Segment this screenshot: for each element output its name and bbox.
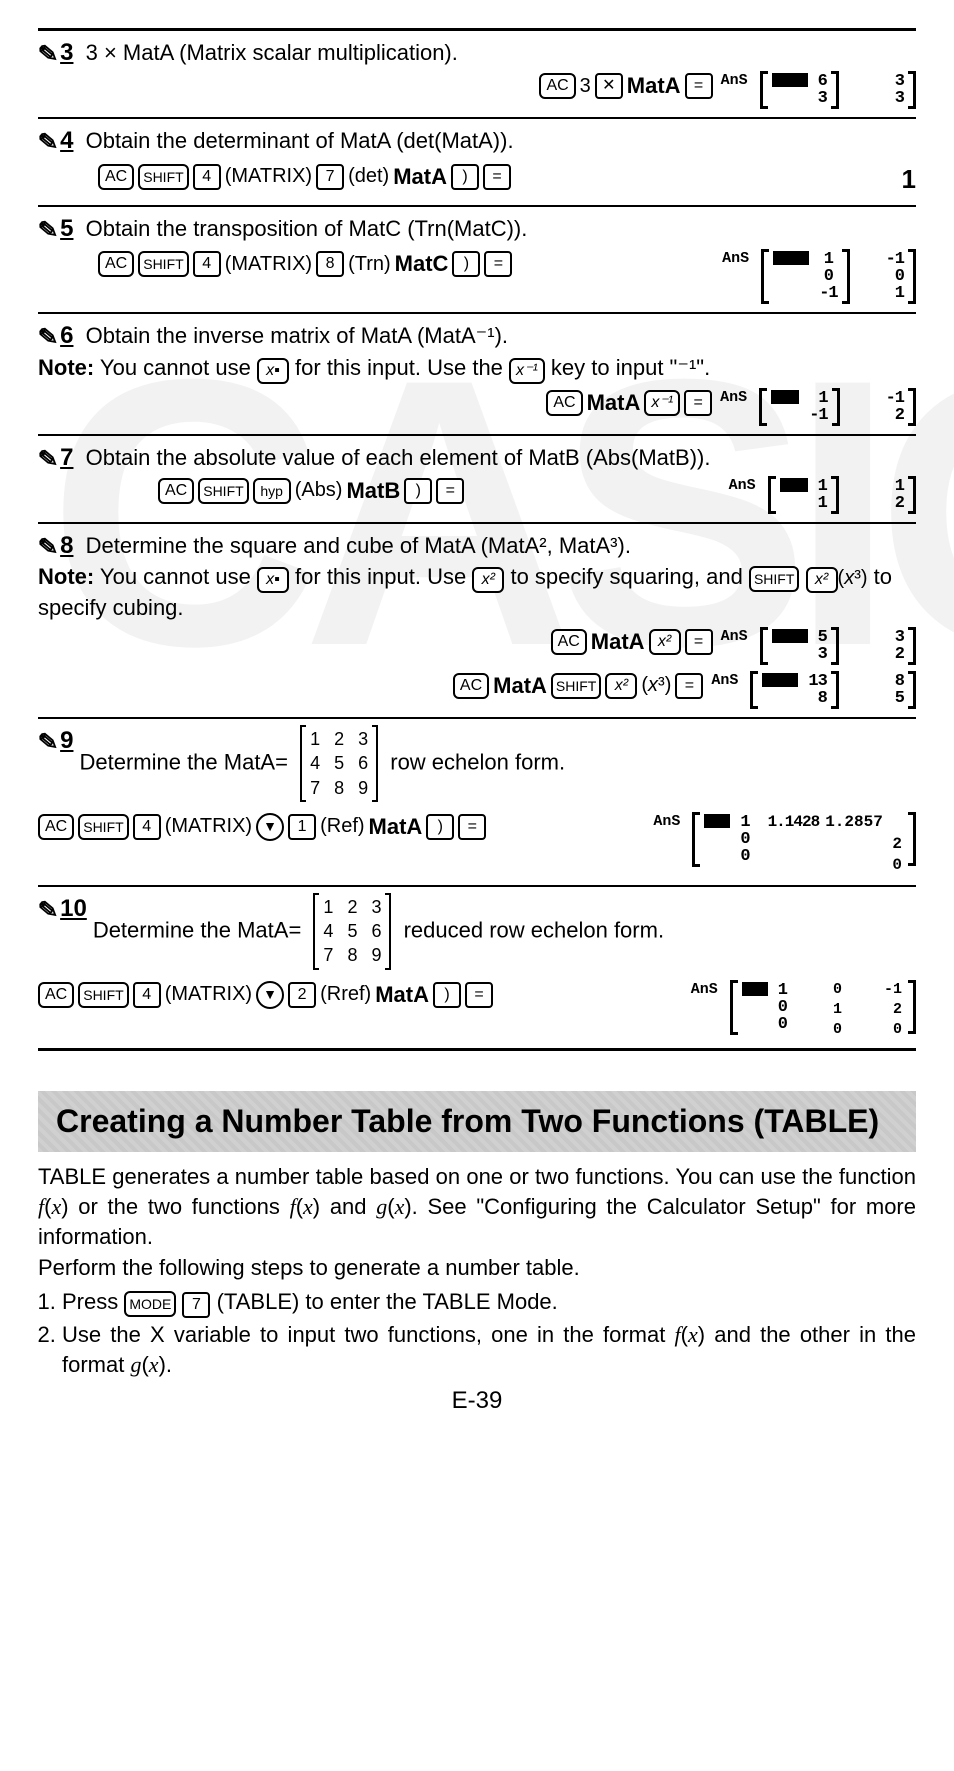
key-times: ✕ xyxy=(595,73,623,99)
pencil-icon: ✎ xyxy=(37,894,60,928)
example-4: ✎4 Obtain the determinant of MatA (det(M… xyxy=(38,119,916,204)
page-number: E-39 xyxy=(38,1385,916,1417)
key-eq: = xyxy=(685,73,713,99)
pencil-icon: ✎ xyxy=(37,726,60,760)
example-10: ✎10 Determine the MatA= 123 456 789 redu… xyxy=(38,887,916,1049)
example-6: ✎6 Obtain the inverse matrix of MatA (Ma… xyxy=(38,314,916,433)
pencil-icon: ✎ xyxy=(37,531,60,565)
example-3: ✎3 3 × MatA (Matrix scalar multiplicatio… xyxy=(38,31,916,117)
down-key: ▼ xyxy=(256,813,284,841)
example-5: ✎5 Obtain the transposition of MatC (Trn… xyxy=(38,207,916,312)
pencil-icon: ✎ xyxy=(37,38,60,72)
pencil-icon: ✎ xyxy=(37,214,60,248)
step-2: Use the X variable to input two function… xyxy=(62,1320,916,1379)
example-num: 3 xyxy=(60,39,73,66)
key-ac: AC xyxy=(539,73,575,99)
example-9: ✎9 Determine the MatA= 123 456 789 row e… xyxy=(38,719,916,885)
pencil-icon: ✎ xyxy=(37,443,60,477)
example-8: ✎8 Determine the square and cube of MatA… xyxy=(38,524,916,717)
section-body: TABLE generates a number table based on … xyxy=(38,1162,916,1379)
example-desc: 3 × MatA (Matrix scalar multiplication). xyxy=(86,40,458,65)
pencil-icon: ✎ xyxy=(37,321,60,355)
example-7: ✎7 Obtain the absolute value of each ele… xyxy=(38,436,916,522)
pencil-icon: ✎ xyxy=(37,127,60,161)
section-title: Creating a Number Table from Two Functio… xyxy=(56,1103,898,1140)
section-header: Creating a Number Table from Two Functio… xyxy=(38,1091,916,1152)
down-key: ▼ xyxy=(256,981,284,1009)
step-1: Press MODE 7 (TABLE) to enter the TABLE … xyxy=(62,1287,916,1318)
